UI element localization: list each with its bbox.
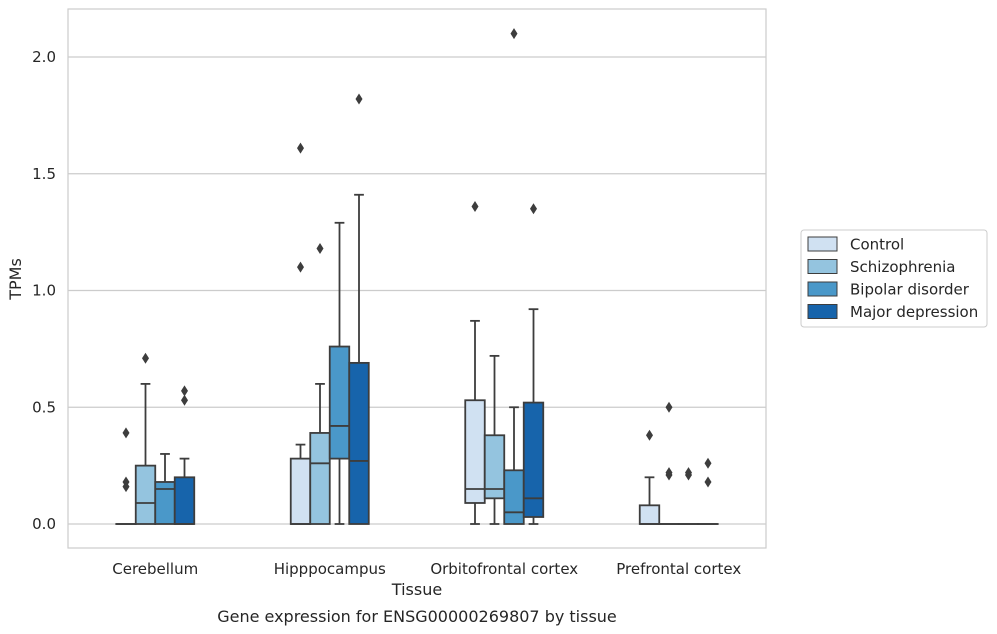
box-body: [483, 434, 506, 500]
x-tick-labels: Cerebellum Hipppocampus Orbitofrontal cort…: [112, 560, 741, 578]
box-group: [483, 354, 506, 525]
y-tick-label: 1.0: [32, 282, 56, 300]
outlier-point: [122, 427, 130, 439]
outlier-point: [297, 261, 304, 273]
plot-frame: [67, 8, 767, 549]
outlier-point: [142, 352, 149, 364]
box-body: [173, 476, 196, 525]
box-body: [464, 399, 486, 504]
box-body: [309, 432, 331, 525]
outlier-point: [510, 28, 518, 40]
x-tick-label: Orbitofrontal cortex: [430, 560, 578, 578]
outlier-point: [704, 457, 712, 469]
outlier-point: [646, 429, 653, 441]
box-group: [503, 28, 525, 525]
y-tick-label: 0.5: [32, 398, 56, 416]
legend-swatch: [807, 304, 838, 319]
box-body: [348, 361, 370, 525]
outlier-point: [471, 200, 479, 212]
legend: Control Schizophrenia Bipolar disorder Majo…: [800, 229, 988, 328]
outlier-point: [122, 476, 130, 488]
outlier-point: [665, 467, 673, 479]
y-tick-label: 2.0: [32, 48, 56, 66]
outlier-point: [297, 142, 304, 154]
x-axis-label: Tissue: [391, 580, 442, 599]
outlier-point: [704, 476, 712, 488]
y-axis-label: TPMs: [6, 258, 25, 301]
y-tick-label: 1.5: [32, 165, 56, 183]
outlier-point: [665, 401, 673, 413]
legend-label: Control: [850, 236, 904, 254]
box-group: [289, 142, 312, 525]
boxes: [115, 28, 719, 525]
box-group: [658, 401, 680, 525]
legend-swatch: [807, 236, 838, 252]
outlier-point: [181, 394, 188, 406]
box-group: [309, 242, 331, 525]
box-group: [134, 352, 157, 525]
x-tick-label: Hipppocampus: [274, 560, 386, 578]
box-group: [638, 429, 661, 525]
outlier-point: [685, 467, 692, 479]
box-group: [328, 221, 351, 525]
box-group: [464, 200, 486, 525]
x-tick-label: Cerebellum: [112, 560, 198, 578]
box-body: [289, 457, 312, 525]
box-body: [522, 401, 545, 518]
box-group: [522, 203, 545, 525]
chart-caption: Gene expression for ENSG00000269807 by t…: [217, 607, 617, 626]
box-group: [115, 427, 137, 525]
box-group: [348, 93, 370, 525]
box-body: [134, 464, 157, 525]
legend-swatch: [807, 259, 838, 274]
box-group: [173, 385, 196, 525]
legend-label: Bipolar disorder: [850, 281, 970, 299]
y-tick-label: 0.0: [32, 515, 56, 533]
box-group: [677, 467, 700, 525]
legend-frame: [800, 229, 988, 328]
legend-swatch: [807, 281, 838, 297]
outlier-point: [530, 203, 537, 215]
legend-label: Schizophrenia: [850, 258, 955, 276]
x-tick-label: Prefrontal cortex: [616, 560, 741, 578]
outlier-point: [316, 242, 324, 254]
legend-label: Major depression: [850, 303, 978, 321]
box-group: [697, 457, 719, 525]
y-tick-labels: 0.0 0.5 1.0 1.5 2.0: [32, 48, 56, 533]
grid-lines: [68, 56, 766, 525]
outlier-point: [181, 385, 188, 397]
box-body: [638, 504, 661, 525]
box-body: [328, 345, 351, 460]
outlier-point: [355, 93, 363, 105]
box-body: [503, 469, 525, 525]
box-group: [154, 453, 176, 525]
